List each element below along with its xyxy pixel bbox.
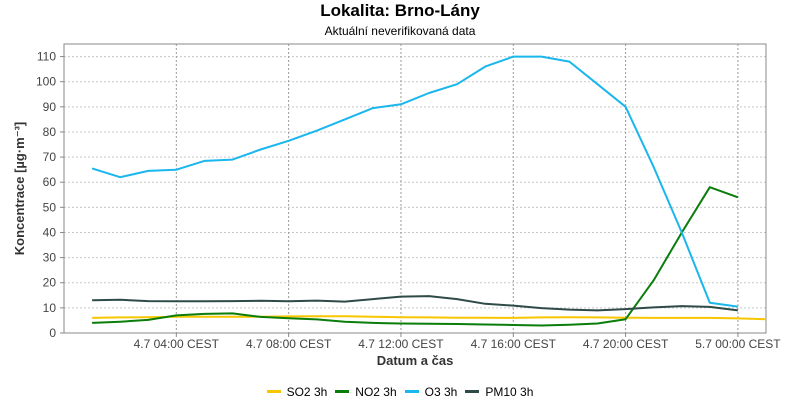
y-tick-label: 70 xyxy=(43,150,57,164)
chart-subtitle: Aktuální neverifikovaná data xyxy=(324,24,476,38)
x-tick-label: 4.7 04:00 CEST xyxy=(134,337,220,351)
y-tick-label: 50 xyxy=(43,200,57,214)
series-line-no2-3h xyxy=(92,186,739,327)
chart-title: Lokalita: Brno-Lány xyxy=(320,1,480,20)
legend-swatch xyxy=(465,390,480,393)
legend-swatch xyxy=(404,390,419,393)
series-line-pm10-3h xyxy=(92,295,739,312)
legend-label: O3 3h xyxy=(424,384,458,399)
y-tick-label: 110 xyxy=(37,50,56,64)
legend-item: SO2 3h xyxy=(266,384,328,399)
legend-item: NO2 3h xyxy=(335,384,397,399)
y-tick-label: 20 xyxy=(43,276,57,290)
y-tick-label: 10 xyxy=(43,301,57,315)
legend-item: PM10 3h xyxy=(465,385,533,399)
series-line-so2-3h xyxy=(92,315,767,321)
x-tick-label: 4.7 20:00 CEST xyxy=(583,337,669,351)
x-tick-label: 4.7 08:00 CEST xyxy=(246,337,332,351)
x-axis-label: Datum a čas xyxy=(377,353,454,368)
line-chart: 0 10 20 30 40 50 60 70 80 90 100 110 4.7 04:00 CEST 4… xyxy=(12,43,781,368)
y-tick-label: 100 xyxy=(36,75,56,89)
x-tick-label: 4.7 12:00 CEST xyxy=(358,337,444,351)
grid xyxy=(64,44,766,333)
legend: SO2 3h NO2 3h O3 3h PM10 3h xyxy=(0,382,800,399)
y-tick-label: 40 xyxy=(43,225,57,239)
plot-area xyxy=(63,43,767,334)
x-tick-label: 4.7 16:00 CEST xyxy=(471,337,557,351)
legend-label: SO2 3h xyxy=(286,384,328,399)
x-tick-label: 5.7 00:00 CEST xyxy=(695,337,781,351)
y-tick-label: 30 xyxy=(43,251,57,265)
axes: 0 10 20 30 40 50 60 70 80 90 100 110 4.7 04:00 CEST 4… xyxy=(36,44,781,351)
y-tick-label: 80 xyxy=(43,125,57,139)
y-axis-label: Koncentrace [µg·m⁻³] xyxy=(12,122,27,256)
series-line-o3-3h xyxy=(91,55,739,308)
y-tick-label: 60 xyxy=(43,175,57,189)
y-tick-label: 90 xyxy=(43,100,57,114)
legend-item: O3 3h xyxy=(404,384,458,399)
y-tick-label: 0 xyxy=(49,326,56,340)
legend-label: NO2 3h xyxy=(355,384,397,399)
legend-swatch xyxy=(335,390,350,393)
legend-swatch xyxy=(266,390,281,393)
series-lines xyxy=(91,55,767,327)
legend-label: PM10 3h xyxy=(485,384,534,399)
